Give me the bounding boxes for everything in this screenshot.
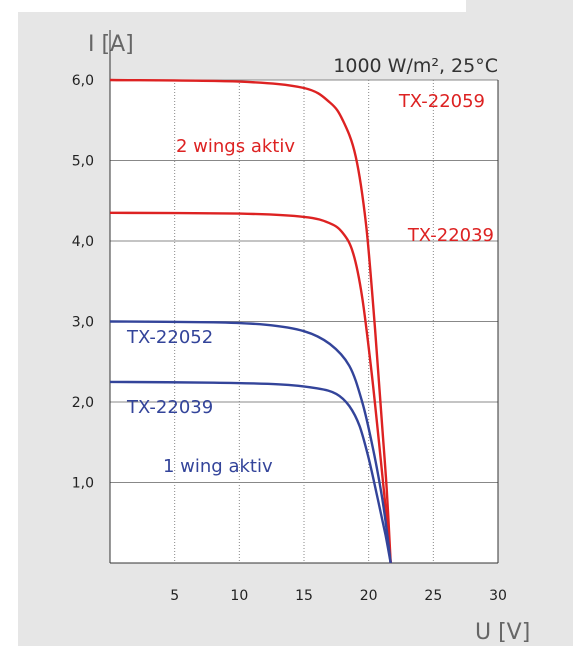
series-line-4 — [109, 380, 392, 564]
series-label-4: TX-22039 — [126, 397, 213, 418]
y-tick-label: 3,0 — [72, 315, 94, 331]
series-label-1: TX-22059 — [398, 91, 485, 112]
y-tick-label: 4,0 — [72, 234, 94, 250]
x-tick-label: 30 — [489, 588, 507, 604]
series-label-3: TX-22052 — [126, 327, 213, 348]
y-tick-label: 6,0 — [72, 73, 94, 89]
series-label-2: TX-22039 — [407, 225, 494, 246]
y-axis-title: I [A] — [88, 32, 134, 57]
series-labels: TX-22059 TX-22039 TX-22052 TX-22039 2 wings … — [126, 91, 494, 477]
y-tick-label: 2,0 — [72, 395, 94, 411]
y-tick-label: 5,0 — [72, 154, 94, 170]
series-lines — [109, 78, 392, 564]
condition-label: 1000 W/m², 25°C — [333, 55, 498, 77]
x-tick-label: 20 — [360, 588, 378, 604]
x-tick-label: 5 — [170, 588, 179, 604]
panel-top-notch — [18, 0, 466, 12]
x-tick-label: 15 — [295, 588, 313, 604]
series-line-2 — [109, 211, 392, 564]
x-axis-title: U [V] — [475, 620, 530, 645]
x-tick-label: 25 — [424, 588, 442, 604]
tick-labels: 1,0 2,0 3,0 4,0 5,0 6,0 5 10 15 20 25 30 — [72, 73, 507, 604]
group-annotation-2: 1 wing aktiv — [163, 456, 273, 477]
series-line-3 — [109, 320, 392, 564]
x-tick-label: 10 — [230, 588, 248, 604]
y-tick-label: 1,0 — [72, 476, 94, 492]
group-annotation-1: 2 wings aktiv — [176, 136, 295, 157]
axes — [109, 30, 499, 564]
series-line-1 — [109, 78, 392, 564]
